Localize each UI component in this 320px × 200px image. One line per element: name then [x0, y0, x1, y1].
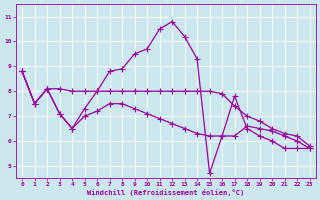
X-axis label: Windchill (Refroidissement éolien,°C): Windchill (Refroidissement éolien,°C) [87, 189, 244, 196]
